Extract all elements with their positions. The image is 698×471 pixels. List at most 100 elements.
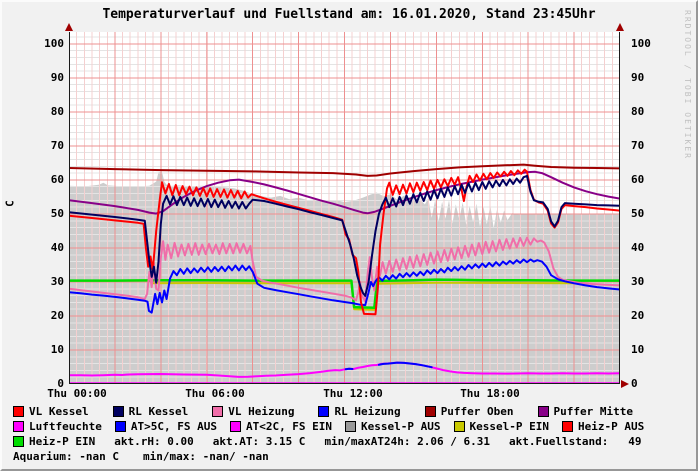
legend-swatch-icon xyxy=(13,436,24,447)
legend-item: AT<2C, FS EIN xyxy=(229,420,333,433)
legend-item: Aquarium: -nan C xyxy=(13,450,119,463)
legend-swatch-icon xyxy=(318,406,330,417)
legend-item: min/maxAT24h: 2.06 / 6.31 xyxy=(324,435,490,448)
series-puffer-mitte xyxy=(68,170,621,215)
legend-label: RL Kessel xyxy=(128,405,189,418)
legend-label: akt.AT: 3.15 C xyxy=(212,435,306,448)
y-tick-label-right: 70 xyxy=(631,139,645,152)
legend-label: VL Heizung xyxy=(228,405,295,418)
series-at-5c-fs-aus xyxy=(344,367,354,371)
series-heiz-p-ein xyxy=(67,278,622,310)
graph-title: Temperaturverlauf und Fuellstand am: 16.… xyxy=(102,7,596,22)
legend-swatch-icon xyxy=(562,421,574,432)
legend-item: Heiz-P AUS xyxy=(562,420,644,433)
legend-item: akt.AT: 3.15 C xyxy=(213,435,306,448)
legend-swatch-icon xyxy=(537,406,549,417)
rrdtool-watermark: RRDTOOL / TOBI OETIKER xyxy=(683,10,692,160)
legend-label: min/maxAT24h: 2.06 / 6.31 xyxy=(324,435,491,448)
legend-item: AT>5C, FS AUS xyxy=(114,420,217,433)
legend-swatch-icon xyxy=(13,406,24,417)
legend-label: Heiz-P EIN xyxy=(29,435,96,448)
series-vl-kessel xyxy=(68,168,621,316)
legend-label: akt.Fuellstand: 49 xyxy=(509,435,642,448)
y-tick-label-left: 40 xyxy=(50,241,64,254)
x-axis-arrow xyxy=(621,380,629,388)
y-tick-label-right: 0 xyxy=(631,377,638,390)
y-tick-label-left: 90 xyxy=(50,71,64,84)
y-tick-label-left: 70 xyxy=(50,139,64,152)
legend-item: Kessel-P EIN xyxy=(453,420,550,433)
legend-label: Luftfeuchte xyxy=(29,420,102,433)
y-tick-label-left: 30 xyxy=(50,275,64,288)
legend-item: RL Heizung xyxy=(318,405,401,418)
y-tick-label-right: 10 xyxy=(631,343,645,356)
legend-item: VL Kessel xyxy=(13,405,89,418)
legend-swatch-icon xyxy=(212,406,224,417)
series-at-5c-fs-aus xyxy=(377,361,433,369)
legend-label: RL Heizung xyxy=(334,405,401,418)
legend-label: Kessel-P AUS xyxy=(361,420,441,433)
legend-item: Luftfeuchte xyxy=(13,420,102,433)
y-tick-label-right: 60 xyxy=(631,173,645,186)
y-tick-label-left: 0 xyxy=(57,377,64,390)
legend-swatch-icon xyxy=(345,421,357,432)
legend-row: VL Kessel RL Kessel VL Heizung RL Heizung Pu… xyxy=(13,405,633,418)
legend-label: AT<2C, FS EIN xyxy=(245,420,333,433)
y-tick-label-left: 50 xyxy=(50,207,64,220)
legend-label: Kessel-P EIN xyxy=(469,420,550,433)
x-tick-label: Thu 12:00 xyxy=(323,387,383,400)
legend-swatch-icon xyxy=(112,406,124,417)
y-tick-label-left: 80 xyxy=(50,105,64,118)
series-rl-kessel xyxy=(68,174,621,297)
y-axis-label: C xyxy=(3,200,17,207)
legend-label: Aquarium: -nan C xyxy=(13,450,119,463)
legend-row: Luftfeuchte AT>5C, FS AUS AT<2C, FS EIN Kes… xyxy=(13,420,644,433)
y-tick-label-left: 20 xyxy=(50,309,64,322)
x-tick-label: Thu 18:00 xyxy=(460,387,520,400)
series-at-2c-fs-ein-aussentemperatur- xyxy=(68,361,621,378)
legend-label: VL Kessel xyxy=(29,405,89,418)
legend-item: Puffer Oben xyxy=(424,405,514,418)
y-tick-label-left: 100 xyxy=(44,37,64,50)
legend-item: akt.rH: 0.00 xyxy=(114,435,193,448)
y-tick-label-right: 40 xyxy=(631,241,645,254)
series-kessel-p-ein xyxy=(150,281,576,311)
legend-label: Puffer Oben xyxy=(440,405,514,418)
legend-label: min/max: -nan/ -nan xyxy=(142,450,269,463)
legend-item: RL Kessel xyxy=(112,405,189,418)
y-tick-label-right: 80 xyxy=(631,105,645,118)
legend-label: AT>5C, FS AUS xyxy=(130,420,217,433)
y-tick-label-left: 10 xyxy=(50,343,64,356)
x-tick-label: Thu 00:00 xyxy=(47,387,107,400)
legend-swatch-icon xyxy=(424,406,436,417)
legend-swatch-icon xyxy=(13,421,24,432)
y-axis-arrow-left xyxy=(65,23,73,31)
plot-area xyxy=(67,32,622,384)
y-tick-label-right: 20 xyxy=(631,309,645,322)
legend-item: min/max: -nan/ -nan xyxy=(143,450,269,463)
legend-item: Puffer Mitte xyxy=(537,405,634,418)
legend-item: akt.Fuellstand: 49 xyxy=(509,435,641,448)
y-axis-arrow-right xyxy=(616,23,624,31)
legend-item: Heiz-P EIN xyxy=(13,435,95,448)
y-tick-label-left: 60 xyxy=(50,173,64,186)
legend-item: VL Heizung xyxy=(212,405,294,418)
series-rl-heizung xyxy=(68,258,621,314)
legend-label: Puffer Mitte xyxy=(553,405,634,418)
y-tick-label-right: 100 xyxy=(631,37,651,50)
y-tick-label-right: 50 xyxy=(631,207,645,220)
legend-swatch-icon xyxy=(114,421,126,432)
x-tick-label: Thu 06:00 xyxy=(185,387,245,400)
legend-row: Heiz-P EIN akt.rH: 0.00 akt.AT: 3.15 C min/… xyxy=(13,435,641,448)
legend-item: Kessel-P AUS xyxy=(345,420,441,433)
y-tick-label-right: 30 xyxy=(631,275,645,288)
legend-label: akt.rH: 0.00 xyxy=(114,435,194,448)
series-puffer-oben xyxy=(68,163,621,177)
legend-label: Heiz-P AUS xyxy=(578,420,645,433)
legend-swatch-icon xyxy=(229,421,241,432)
y-tick-label-right: 90 xyxy=(631,71,645,84)
legend-swatch-icon xyxy=(453,421,465,432)
chart-canvas xyxy=(67,32,622,384)
legend-row: Aquarium: -nan C min/max: -nan/ -nan xyxy=(13,450,269,463)
